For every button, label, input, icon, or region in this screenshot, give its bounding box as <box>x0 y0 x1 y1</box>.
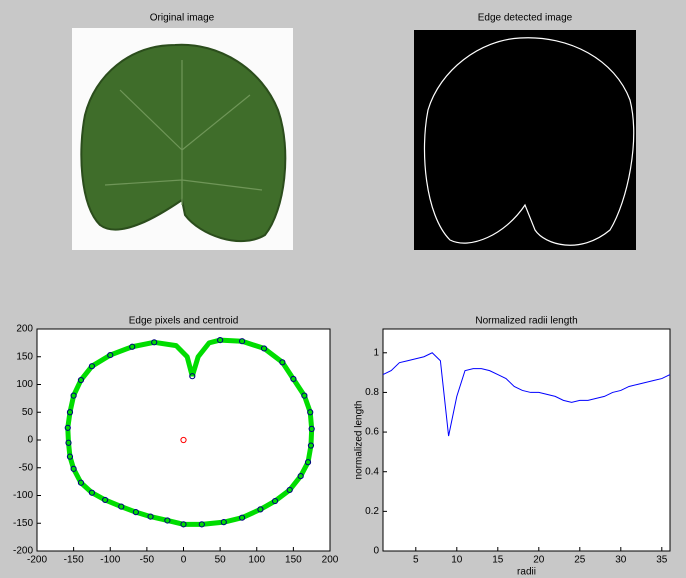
y-tick-label: 0.6 <box>365 427 379 438</box>
point <box>257 506 264 513</box>
point <box>308 425 315 432</box>
point <box>271 497 279 505</box>
point <box>107 351 114 359</box>
point <box>220 519 227 526</box>
point <box>286 486 293 494</box>
x-tick-label: 35 <box>656 555 668 566</box>
edge-outline <box>423 37 635 246</box>
plot-area <box>382 328 671 552</box>
point <box>64 424 71 431</box>
x-tick-label: 200 <box>322 555 339 566</box>
image-frame <box>414 30 636 250</box>
x-tick-label: 5 <box>413 555 419 566</box>
x-tick-label: 30 <box>615 555 627 566</box>
data-line <box>382 352 671 437</box>
plot-area <box>36 328 331 552</box>
chart-title: Normalized radii length <box>475 316 577 327</box>
point <box>88 489 96 496</box>
point <box>260 345 268 352</box>
y-tick-label: -150 <box>13 518 33 529</box>
point <box>189 373 196 380</box>
point <box>151 339 158 346</box>
point <box>164 517 171 524</box>
y-tick-label: 50 <box>22 407 34 418</box>
x-tick-label: 100 <box>248 555 265 566</box>
x-tick-label: -200 <box>27 555 47 566</box>
x-tick-label: -150 <box>64 555 84 566</box>
point <box>180 521 187 528</box>
y-tick-label: -100 <box>13 490 33 501</box>
y-tick-label: 100 <box>16 379 33 390</box>
x-tick-label: -50 <box>140 555 155 566</box>
x-tick-label: 20 <box>533 555 545 566</box>
point <box>129 343 136 350</box>
point <box>279 359 286 366</box>
point <box>70 465 77 472</box>
y-tick-label: 0.2 <box>365 506 379 517</box>
x-axis-label: radii <box>517 567 536 578</box>
y-tick-label: 1 <box>373 347 379 358</box>
y-tick-label: 0 <box>373 546 379 557</box>
x-tick-label: 15 <box>492 555 504 566</box>
x-tick-label: 0 <box>181 555 187 566</box>
x-tick-label: 150 <box>285 555 302 566</box>
point <box>118 503 125 510</box>
point <box>307 442 315 449</box>
point <box>88 363 96 370</box>
point <box>239 338 246 345</box>
point <box>180 436 187 444</box>
point <box>66 409 74 416</box>
point <box>70 392 77 399</box>
y-axis-label: normalized length <box>354 401 365 480</box>
y-tick-label: 0 <box>27 435 33 446</box>
x-tick-label: 25 <box>574 555 586 566</box>
point <box>147 513 154 520</box>
point <box>297 472 304 480</box>
point <box>217 337 224 344</box>
point <box>301 392 308 399</box>
point <box>290 375 297 383</box>
image-title: Edge detected image <box>478 13 573 24</box>
point <box>132 509 139 516</box>
x-tick-label: 50 <box>215 555 227 566</box>
point <box>102 496 109 504</box>
y-tick-label: -50 <box>19 462 34 473</box>
leaf <box>80 43 287 243</box>
point <box>77 479 85 486</box>
leaf-veins <box>104 60 263 205</box>
chart-title: Edge pixels and centroid <box>129 316 239 327</box>
point <box>239 514 246 521</box>
y-tick-label: 0.4 <box>365 466 379 477</box>
x-tick-label: 10 <box>451 555 463 566</box>
point <box>304 459 312 466</box>
point <box>307 409 314 416</box>
y-tick-label: -200 <box>13 546 33 557</box>
point <box>198 521 205 528</box>
image-title: Original image <box>150 13 215 24</box>
x-tick-label: -100 <box>100 555 120 566</box>
point <box>65 439 72 446</box>
y-tick-label: 200 <box>16 324 33 335</box>
y-tick-label: 0.8 <box>365 387 379 398</box>
point <box>77 376 85 384</box>
point <box>66 453 74 460</box>
y-tick-label: 150 <box>16 351 33 362</box>
